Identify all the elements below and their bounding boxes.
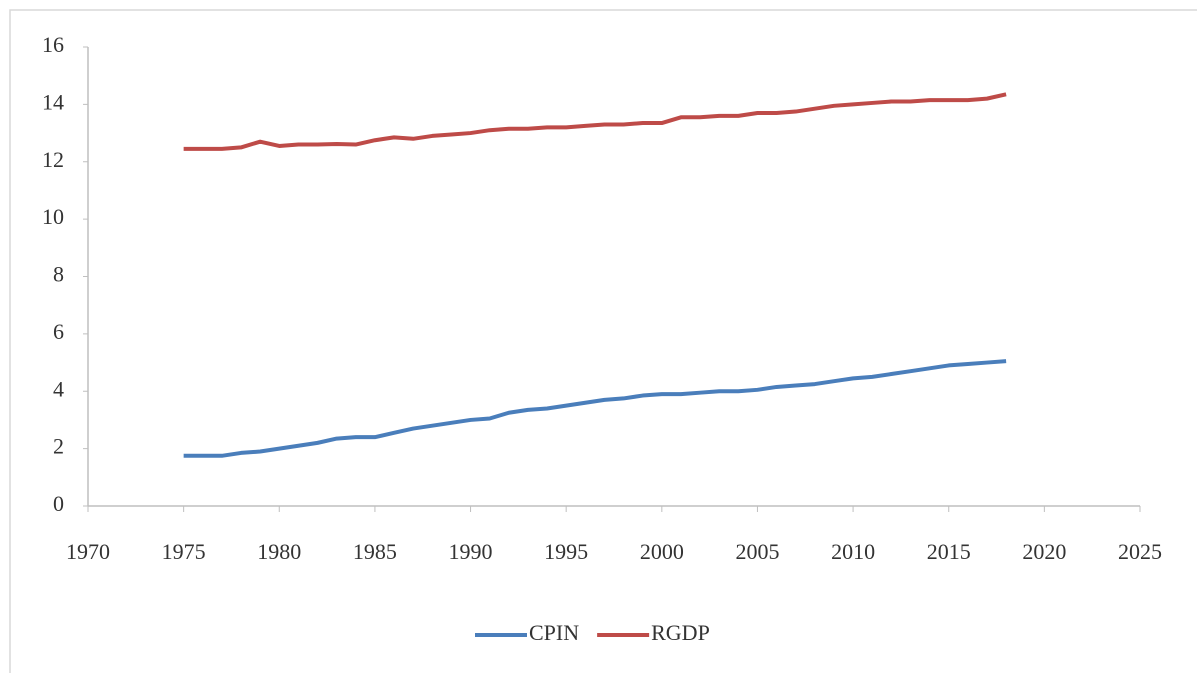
- x-tick-label: 2000: [640, 539, 684, 564]
- y-tick-label: 4: [53, 376, 64, 401]
- x-tick-label: 1975: [162, 539, 206, 564]
- x-tick-label: 2010: [831, 539, 875, 564]
- y-tick-label: 12: [42, 147, 64, 172]
- y-tick-label: 6: [53, 319, 64, 344]
- data-line: [183, 359, 1007, 458]
- x-tick-label: 1995: [544, 539, 588, 564]
- y-tick-label: 10: [42, 204, 64, 229]
- data-line: [183, 92, 1007, 151]
- legend-label: RGDP: [651, 620, 710, 645]
- x-tick-label: 1985: [353, 539, 397, 564]
- chart-frame: [9, 9, 1197, 678]
- x-tick-label: 2005: [735, 539, 779, 564]
- legend-label: CPIN: [529, 620, 579, 645]
- y-tick-label: 8: [53, 262, 64, 287]
- x-tick-label: 1970: [66, 539, 110, 564]
- y-tick-label: 14: [42, 89, 64, 114]
- y-tick-label: 16: [42, 32, 64, 57]
- x-tick-label: 1980: [257, 539, 301, 564]
- x-tick-label: 2025: [1118, 539, 1162, 564]
- y-tick-label: 0: [53, 491, 64, 516]
- x-tick-label: 2015: [927, 539, 971, 564]
- x-tick-label: 2020: [1022, 539, 1066, 564]
- y-tick-label: 2: [53, 434, 64, 459]
- x-tick-label: 1990: [449, 539, 493, 564]
